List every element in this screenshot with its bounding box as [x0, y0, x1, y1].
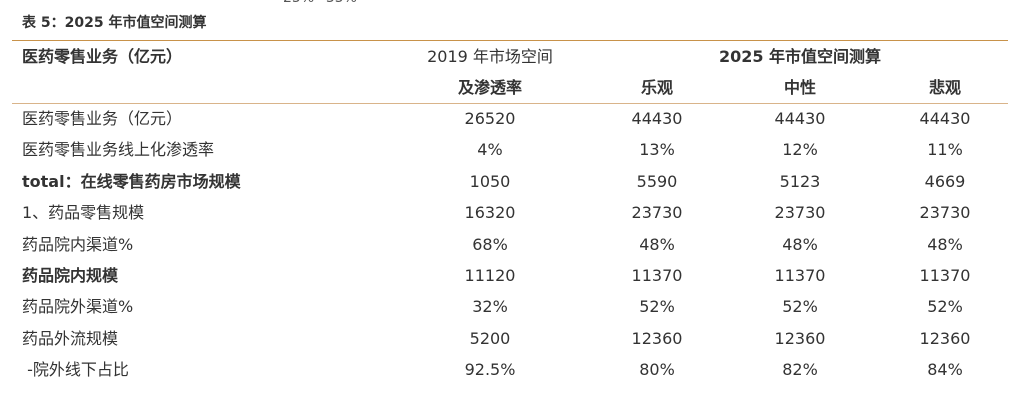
table-title: 表 5：2025 年市值空间测算 — [22, 15, 207, 31]
cell: 12360 — [919, 328, 971, 348]
cell: 48% — [782, 234, 818, 254]
header-rule — [12, 103, 1008, 104]
cell: 5123 — [779, 171, 821, 191]
cell: 11370 — [919, 266, 971, 285]
cell: 4% — [477, 140, 503, 160]
cell: 16320 — [464, 203, 516, 223]
cell: 23730 — [919, 203, 971, 223]
cell: 12360 — [774, 328, 826, 348]
cell: 52% — [639, 297, 675, 317]
row-label: 药品院内渠道% — [22, 234, 134, 254]
cell: 11370 — [774, 266, 826, 285]
header-2019: 2019 年市场空间 — [427, 47, 553, 66]
cell: 48% — [639, 234, 675, 254]
row-label: 医药零售业务线上化渗透率 — [22, 140, 215, 160]
header-scenario: 中性 — [783, 78, 817, 97]
cell: 44430 — [919, 109, 971, 128]
header-2019: 及渗透率 — [457, 78, 523, 97]
header-2025: 2025 年市值空间测算 — [718, 47, 882, 66]
header-scenario: 悲观 — [928, 78, 962, 97]
cell: 26520 — [464, 109, 516, 128]
cell: 11% — [927, 140, 963, 160]
cell: 52% — [782, 297, 818, 317]
header-row-label: 医药零售业务（亿元） — [22, 47, 183, 66]
cell: 12% — [782, 140, 818, 160]
cell: 13% — [639, 140, 675, 160]
top-rule — [12, 40, 1008, 41]
cell: 92.5% — [464, 360, 516, 380]
row-label: 药品院外渠道% — [22, 297, 134, 317]
cell: 80% — [639, 360, 675, 380]
row-label: total：在线零售药房市场规模 — [22, 171, 241, 191]
cell: 52% — [927, 297, 963, 317]
cell: 84% — [927, 360, 963, 380]
cell: 44430 — [774, 109, 826, 128]
row-label: 药品院内规模 — [22, 266, 119, 285]
cell: 4669 — [924, 171, 966, 191]
row-label: -院外线下占比 — [22, 360, 129, 380]
cell: 5200 — [469, 328, 511, 348]
row-label: 药品外流规模 — [22, 328, 119, 348]
cell: 23730 — [774, 203, 826, 223]
cell: 82% — [782, 360, 818, 380]
cell: 32% — [472, 297, 508, 317]
cell: 12360 — [631, 328, 683, 348]
cell: 5590 — [636, 171, 678, 191]
cell: 48% — [927, 234, 963, 254]
cell: 11370 — [631, 266, 683, 285]
row-label: 1、药品零售规模 — [22, 203, 145, 223]
header-scenario: 乐观 — [640, 78, 674, 97]
cell: 11120 — [464, 266, 516, 285]
cell: 44430 — [631, 109, 683, 128]
cropped-text: 25%~35% — [283, 0, 357, 8]
cell: 68% — [472, 234, 508, 254]
cell: 23730 — [631, 203, 683, 223]
cell: 1050 — [469, 171, 511, 191]
row-label: 医药零售业务（亿元） — [22, 109, 183, 128]
